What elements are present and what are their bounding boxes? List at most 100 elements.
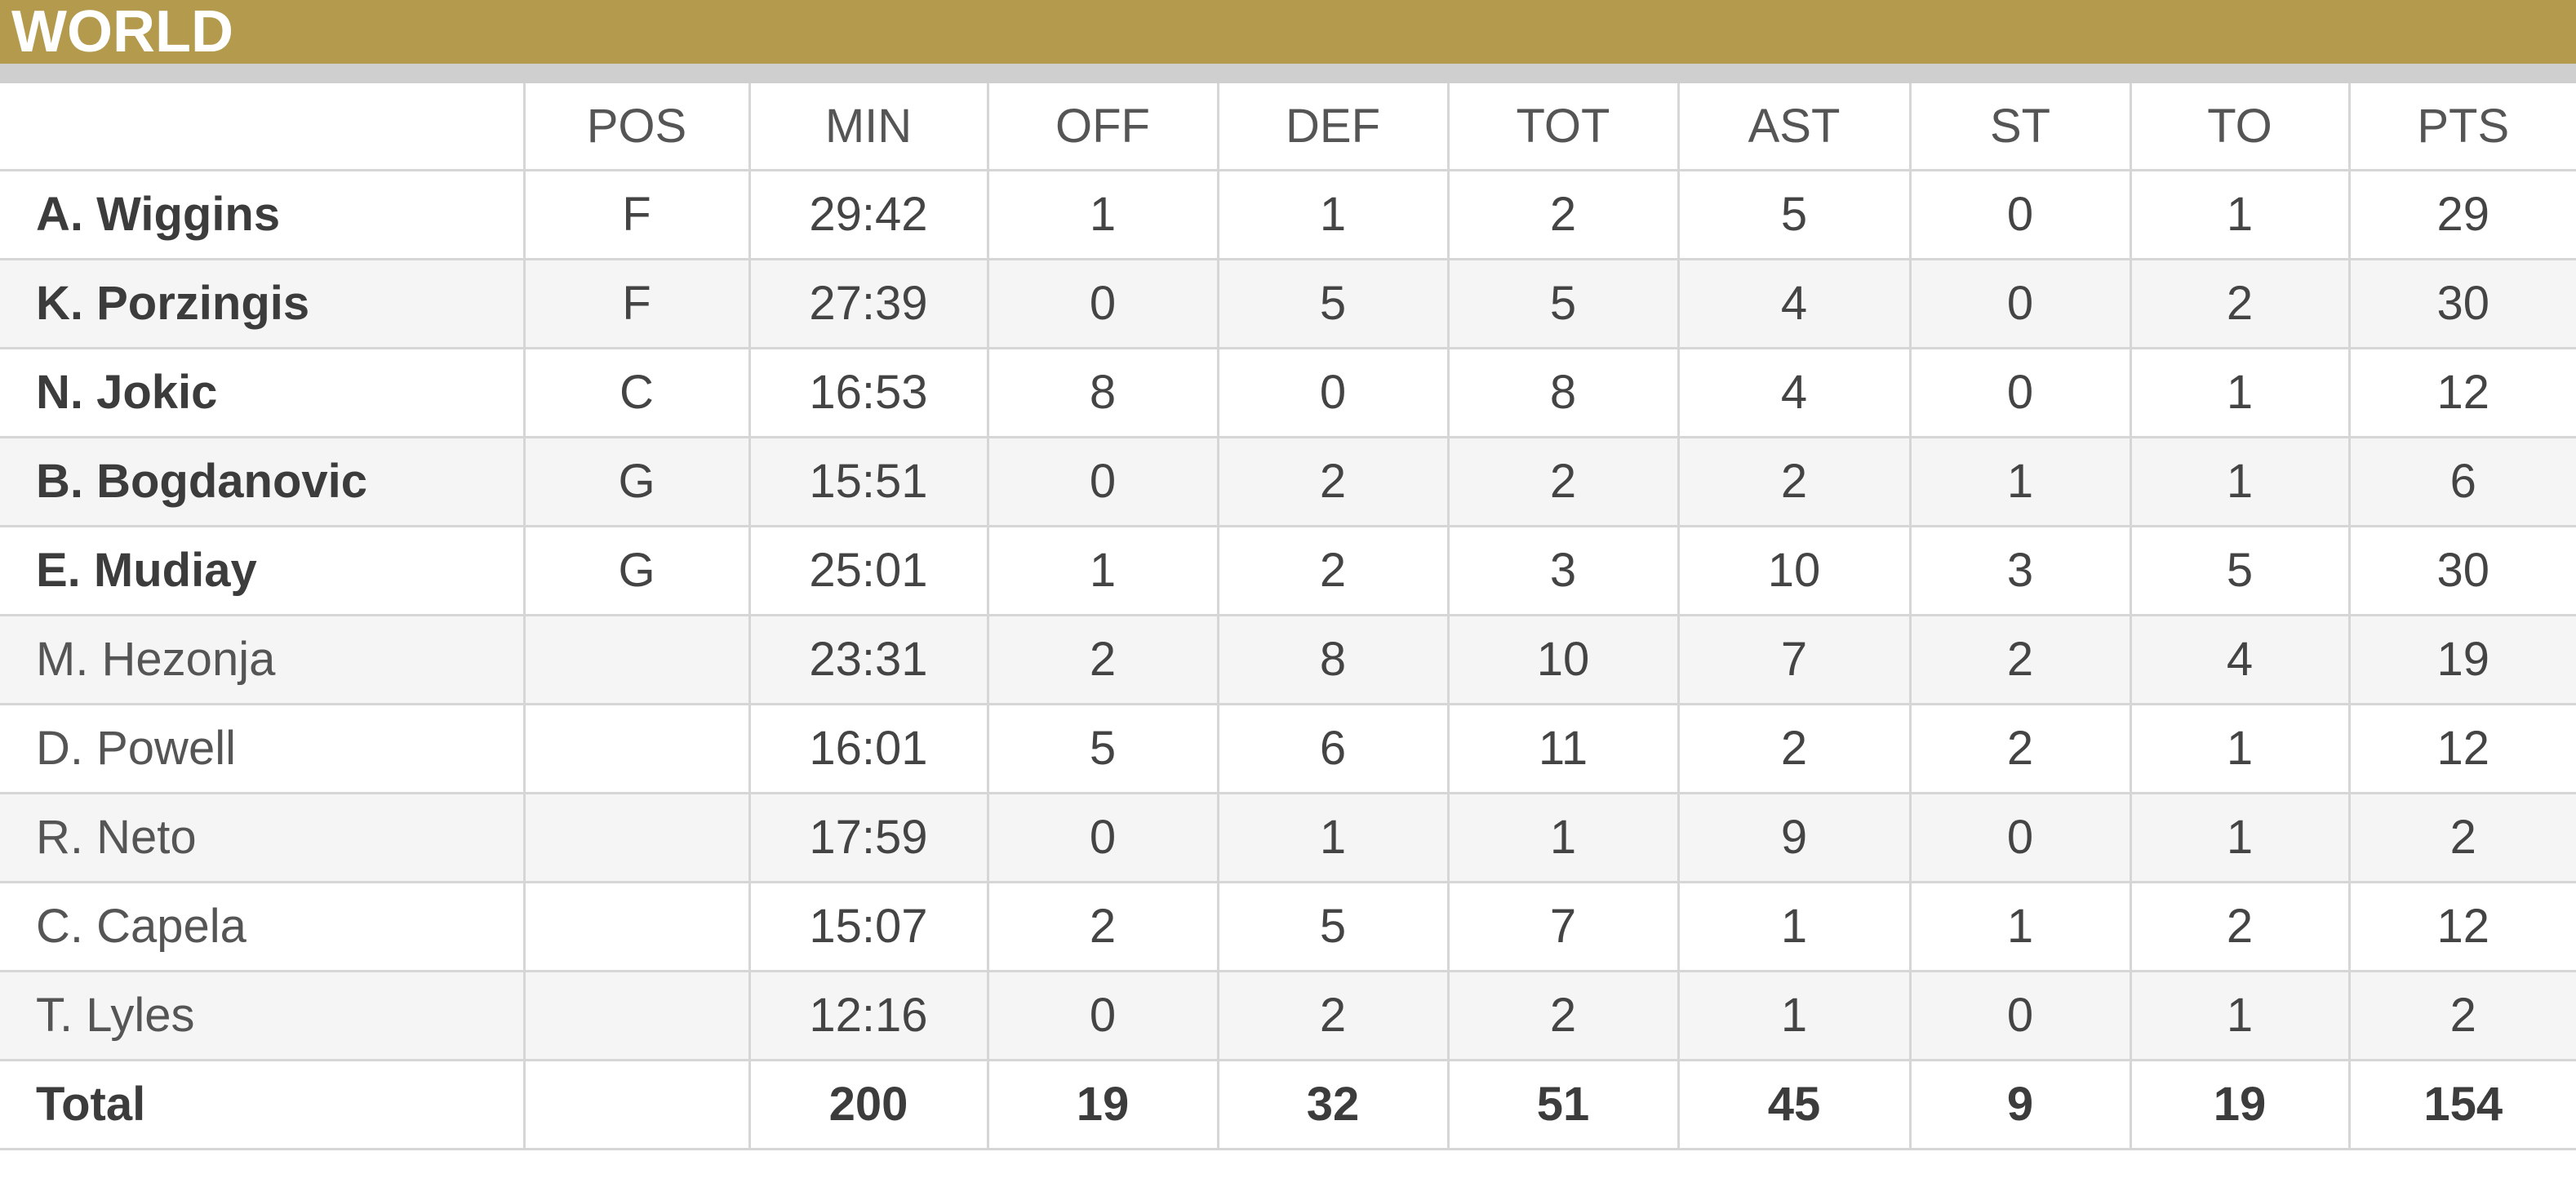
stat-min: 15:51 xyxy=(748,437,988,527)
stat-to: 1 xyxy=(2129,437,2349,527)
stat-min: 27:39 xyxy=(748,259,988,349)
stat-to: 2 xyxy=(2129,882,2349,972)
col-header-st: ST xyxy=(1908,83,2130,171)
player-name: A. Wiggins xyxy=(0,170,524,260)
stat-ast: 5 xyxy=(1677,170,1910,260)
stat-st: 0 xyxy=(1908,259,2130,349)
stat-pts: 19 xyxy=(2347,615,2576,705)
stat-off: 2 xyxy=(986,882,1218,972)
stat-pts: 30 xyxy=(2347,259,2576,349)
stat-pts: 12 xyxy=(2347,704,2576,794)
stat-to: 1 xyxy=(2129,704,2349,794)
stat-off: 1 xyxy=(986,526,1218,616)
player-name: T. Lyles xyxy=(0,971,524,1061)
stat-pos xyxy=(522,882,749,972)
col-header-to: TO xyxy=(2129,83,2349,171)
table-row: C. Capela 15:07 2 5 7 1 1 2 12 xyxy=(0,882,2576,972)
total-ast: 45 xyxy=(1677,1060,1910,1150)
total-to: 19 xyxy=(2129,1060,2349,1150)
stat-off: 1 xyxy=(986,170,1218,260)
stat-pos: C xyxy=(522,348,749,438)
stat-tot: 3 xyxy=(1446,526,1678,616)
stat-min: 29:42 xyxy=(748,170,988,260)
stat-tot: 2 xyxy=(1446,971,1678,1061)
stat-to: 1 xyxy=(2129,793,2349,883)
stat-pos xyxy=(522,615,749,705)
table-header-row: POS MIN OFF DEF TOT AST ST TO PTS xyxy=(0,83,2576,171)
table-row: K. Porzingis F 27:39 0 5 5 4 0 2 30 xyxy=(0,259,2576,349)
box-score-table: POS MIN OFF DEF TOT AST ST TO PTS A. Wig… xyxy=(0,83,2576,1150)
total-row: Total 200 19 32 51 45 9 19 154 xyxy=(0,1060,2576,1150)
stat-def: 2 xyxy=(1216,971,1448,1061)
stat-st: 0 xyxy=(1908,170,2130,260)
table-row: D. Powell 16:01 5 6 11 2 2 1 12 xyxy=(0,704,2576,794)
stat-tot: 2 xyxy=(1446,170,1678,260)
table-row: R. Neto 17:59 0 1 1 9 0 1 2 xyxy=(0,793,2576,883)
stat-st: 0 xyxy=(1908,793,2130,883)
stat-pts: 2 xyxy=(2347,971,2576,1061)
stat-def: 5 xyxy=(1216,259,1448,349)
stat-ast: 4 xyxy=(1677,259,1910,349)
stat-ast: 1 xyxy=(1677,971,1910,1061)
stat-pts: 6 xyxy=(2347,437,2576,527)
stat-ast: 4 xyxy=(1677,348,1910,438)
player-name: M. Hezonja xyxy=(0,615,524,705)
stat-def: 8 xyxy=(1216,615,1448,705)
col-header-ast: AST xyxy=(1677,83,1910,171)
stat-min: 25:01 xyxy=(748,526,988,616)
stat-tot: 11 xyxy=(1446,704,1678,794)
stat-to: 1 xyxy=(2129,348,2349,438)
stat-st: 1 xyxy=(1908,882,2130,972)
stat-ast: 7 xyxy=(1677,615,1910,705)
stat-to: 2 xyxy=(2129,259,2349,349)
stat-tot: 5 xyxy=(1446,259,1678,349)
stat-pts: 29 xyxy=(2347,170,2576,260)
total-min: 200 xyxy=(748,1060,988,1150)
table-row: M. Hezonja 23:31 2 8 10 7 2 4 19 xyxy=(0,615,2576,705)
player-name: C. Capela xyxy=(0,882,524,972)
stat-def: 0 xyxy=(1216,348,1448,438)
col-header-player xyxy=(0,83,524,171)
stat-st: 2 xyxy=(1908,704,2130,794)
stat-pos: F xyxy=(522,170,749,260)
total-pos xyxy=(522,1060,749,1150)
stat-tot: 10 xyxy=(1446,615,1678,705)
stat-min: 16:01 xyxy=(748,704,988,794)
table-row: E. Mudiay G 25:01 1 2 3 10 3 5 30 xyxy=(0,526,2576,616)
stat-off: 0 xyxy=(986,259,1218,349)
stat-off: 0 xyxy=(986,793,1218,883)
player-name: D. Powell xyxy=(0,704,524,794)
stat-pos: G xyxy=(522,437,749,527)
stat-off: 2 xyxy=(986,615,1218,705)
col-header-off: OFF xyxy=(986,83,1218,171)
stat-ast: 2 xyxy=(1677,704,1910,794)
stat-pos xyxy=(522,704,749,794)
stat-ast: 10 xyxy=(1677,526,1910,616)
col-header-pts: PTS xyxy=(2347,83,2576,171)
player-name: E. Mudiay xyxy=(0,526,524,616)
team-title: WORLD xyxy=(11,0,233,64)
stat-pts: 12 xyxy=(2347,348,2576,438)
team-header: WORLD xyxy=(0,0,2576,64)
stat-def: 2 xyxy=(1216,437,1448,527)
stat-min: 15:07 xyxy=(748,882,988,972)
player-name: B. Bogdanovic xyxy=(0,437,524,527)
table-row: N. Jokic C 16:53 8 0 8 4 0 1 12 xyxy=(0,348,2576,438)
stat-tot: 7 xyxy=(1446,882,1678,972)
stat-pts: 12 xyxy=(2347,882,2576,972)
player-name: K. Porzingis xyxy=(0,259,524,349)
stat-def: 6 xyxy=(1216,704,1448,794)
stat-min: 23:31 xyxy=(748,615,988,705)
stat-def: 1 xyxy=(1216,793,1448,883)
stat-st: 0 xyxy=(1908,348,2130,438)
total-off: 19 xyxy=(986,1060,1218,1150)
stat-tot: 8 xyxy=(1446,348,1678,438)
stat-st: 1 xyxy=(1908,437,2130,527)
table-row: B. Bogdanovic G 15:51 0 2 2 2 1 1 6 xyxy=(0,437,2576,527)
table-row: T. Lyles 12:16 0 2 2 1 0 1 2 xyxy=(0,971,2576,1061)
stat-tot: 2 xyxy=(1446,437,1678,527)
stat-pts: 2 xyxy=(2347,793,2576,883)
stat-pos xyxy=(522,793,749,883)
stat-pos xyxy=(522,971,749,1061)
stat-to: 1 xyxy=(2129,170,2349,260)
